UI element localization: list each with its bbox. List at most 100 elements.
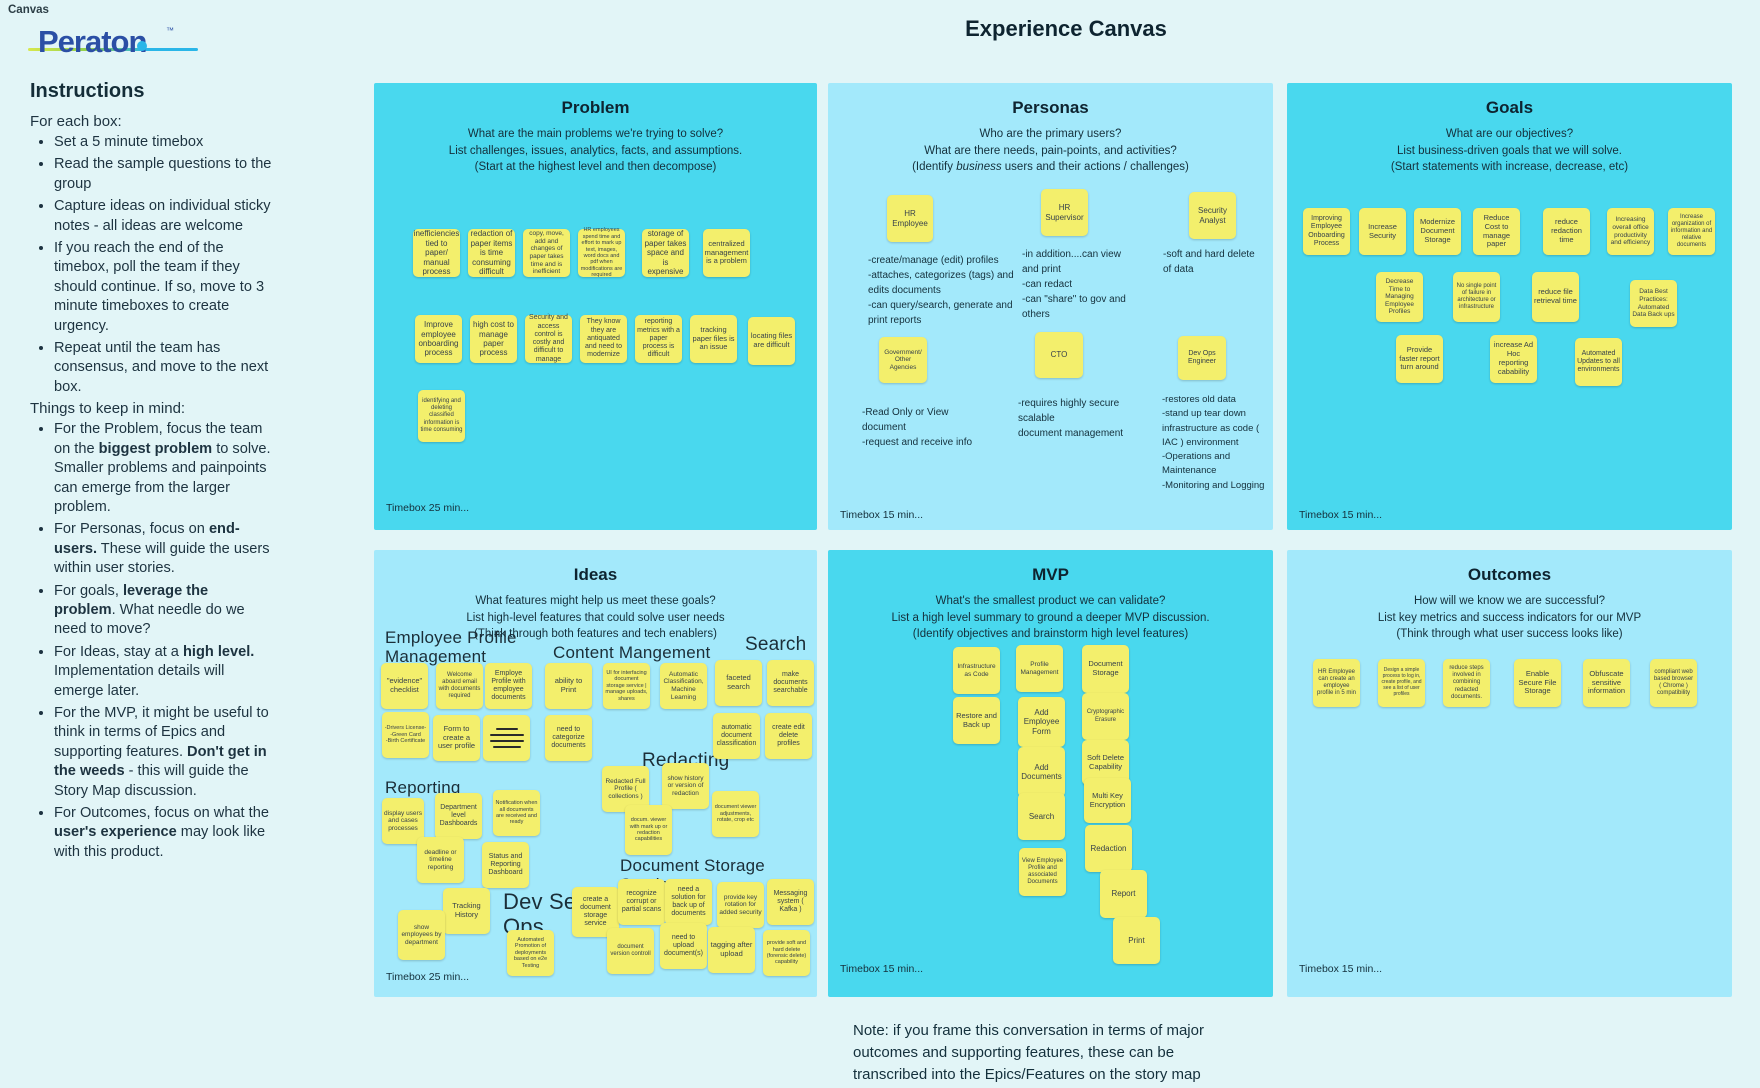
sticky-note[interactable]: Add Documents — [1018, 747, 1065, 797]
sticky-note[interactable]: high cost to manage paper process — [470, 315, 517, 363]
sticky-note[interactable]: UI for interfacing document storage serv… — [603, 663, 650, 709]
sticky-note[interactable]: display users and cases processes — [382, 798, 424, 844]
sticky-note[interactable]: Search — [1018, 793, 1065, 840]
sticky-note[interactable]: Soft Delete Capability — [1082, 740, 1129, 785]
sticky-note[interactable]: reporting metrics with a paper process i… — [635, 315, 682, 363]
sticky-note[interactable]: Reduce Cost to manage paper — [1473, 208, 1520, 255]
sticky-note[interactable]: faceted search — [715, 660, 762, 706]
sticky-note[interactable]: Decrease Time to Managing Employee Profi… — [1376, 272, 1423, 322]
sticky-note[interactable]: tracking paper files is an issue — [690, 315, 737, 363]
section-label[interactable]: Content Mangement — [553, 643, 711, 662]
section-label[interactable]: Search — [745, 634, 807, 655]
persona-notes[interactable]: -requires highly secure scalable documen… — [1018, 398, 1124, 439]
sticky-note[interactable]: They know they are antiquated and need t… — [580, 315, 627, 363]
sticky-note[interactable]: View Employee Profile and associated Doc… — [1019, 848, 1066, 896]
sticky-note[interactable]: Notification when all documents are rece… — [493, 790, 540, 836]
sticky-note[interactable]: Design a simple process to log in, creat… — [1378, 659, 1425, 707]
sticky-note[interactable]: centralized management is a problem — [703, 229, 750, 277]
sticky-note[interactable]: "evidence" checklist — [381, 663, 428, 709]
sticky-note[interactable]: Report — [1100, 870, 1147, 918]
sticky-note[interactable]: Modernize Document Storage — [1414, 208, 1461, 255]
sticky-note[interactable]: identifying and deleting classified info… — [418, 390, 465, 442]
sticky-note[interactable]: Obfuscate sensitive information — [1583, 659, 1630, 707]
sticky-note[interactable]: recognize corrupt or partial scans — [618, 879, 665, 925]
sticky-note[interactable]: need a solution for back up of documents — [665, 879, 712, 925]
sticky-note[interactable]: locating files are difficult — [748, 317, 795, 365]
sticky-note[interactable]: Automated Updates to all environments — [1575, 338, 1622, 386]
sticky-note[interactable]: show employees by department — [398, 910, 445, 960]
sticky-note[interactable]: Messaging system ( Kafka ) — [767, 879, 814, 925]
sticky-note[interactable]: make documents searchable — [767, 660, 814, 706]
sticky-note[interactable]: Government/ Other Agencies — [879, 337, 927, 383]
lines-sketch-sticky[interactable] — [483, 715, 530, 761]
sticky-note[interactable]: inefficiencies tied to paper/ manual pro… — [413, 229, 460, 277]
sticky-note[interactable]: Welcome aboard email with documents requ… — [436, 663, 483, 709]
persona-notes[interactable]: -Read Only or View document -request and… — [862, 407, 973, 448]
sticky-note[interactable]: need to categorize documents — [545, 715, 592, 761]
sticky-note[interactable]: Data Best Practices: Automated Data Back… — [1630, 280, 1677, 327]
sticky-note[interactable]: Improve employee onboarding process — [415, 315, 462, 363]
sticky-note[interactable]: Restore and Back up — [953, 697, 1000, 744]
sticky-note[interactable]: deadline or timeline reporting — [417, 837, 464, 883]
sticky-note[interactable]: Cryptographic Erasure — [1082, 693, 1129, 740]
sticky-note[interactable]: Redacted Full Profile ( collections ) — [602, 766, 649, 812]
sticky-note[interactable]: Enable Secure File Storage — [1514, 659, 1561, 707]
sticky-note[interactable]: redaction of paper items is time consumi… — [468, 229, 515, 277]
sticky-note[interactable]: Status and Reporting Dashboard — [482, 842, 529, 888]
sticky-note[interactable]: increase Ad Hoc reporting cabability — [1490, 335, 1537, 383]
sticky-note[interactable]: Add Employee Form — [1018, 697, 1065, 747]
sticky-note[interactable]: copy, move, add and changes of paper tak… — [523, 229, 570, 277]
sticky-note[interactable]: HR Employee — [887, 195, 933, 242]
sticky-note[interactable]: Document Storage — [1082, 645, 1129, 693]
sticky-note[interactable]: Print — [1113, 917, 1160, 964]
sticky-note[interactable]: show history or version of redaction — [662, 763, 709, 809]
sticky-note[interactable]: Profile Management — [1016, 645, 1063, 692]
sticky-note[interactable]: Increase Security — [1359, 208, 1406, 255]
sticky-note[interactable]: Automated Promotion of deployments based… — [507, 930, 554, 976]
sticky-note[interactable]: document version controll — [607, 928, 654, 974]
persona-notes[interactable]: -soft and hard delete of data — [1163, 249, 1255, 275]
section-label[interactable]: Dev Sec Ops — [503, 889, 588, 939]
sticky-note[interactable]: -Drivers License- -Green Card -Birth Cer… — [382, 712, 429, 758]
sticky-note[interactable]: reduce file retrieval time — [1532, 272, 1579, 322]
sticky-note[interactable]: Security and access control is costly an… — [525, 314, 572, 363]
sticky-note[interactable]: Increasing overall office productivity a… — [1607, 208, 1654, 255]
sticky-note[interactable]: automatic document classification — [713, 713, 760, 759]
sticky-note[interactable]: HR employees spend time and effort to ma… — [578, 227, 625, 278]
section-label[interactable]: Employee Profile Management — [385, 628, 517, 667]
subtitle-text: (Identify — [912, 161, 957, 174]
sticky-note[interactable]: provide soft and hard delete (forensic d… — [763, 930, 810, 976]
sticky-note[interactable]: Redaction — [1085, 825, 1132, 872]
sticky-note[interactable]: Multi Key Encryption — [1084, 778, 1131, 823]
sticky-note[interactable]: Dev Ops Engineer — [1178, 336, 1226, 380]
sticky-note[interactable]: reduce redaction time — [1543, 208, 1590, 255]
sticky-note[interactable]: create edit delete profiles — [765, 713, 812, 759]
sticky-note[interactable]: Improving Employee Onboarding Process — [1303, 208, 1350, 255]
sticky-note[interactable]: compliant web based browser ( Chrome ) c… — [1650, 659, 1697, 707]
sticky-note[interactable]: docum. viewer with mark up or redaction … — [625, 805, 672, 855]
sticky-note[interactable]: Tracking History — [443, 888, 490, 934]
sticky-note[interactable]: No single point of failure in architectu… — [1453, 272, 1500, 322]
sticky-note[interactable]: storage of paper takes space and is expe… — [642, 229, 689, 277]
sticky-note[interactable]: Infrastructure as Code — [953, 647, 1000, 694]
section-label[interactable]: Reporting — [385, 778, 461, 797]
sticky-note[interactable]: CTO — [1035, 332, 1083, 378]
sticky-note[interactable]: Employe Profile with employee documents — [485, 663, 532, 709]
sticky-note[interactable]: reduce steps involved in combining redac… — [1443, 659, 1490, 707]
sticky-note[interactable]: HR Supervisor — [1041, 189, 1088, 236]
sticky-note[interactable]: Increase organization of information and… — [1668, 208, 1715, 255]
persona-notes[interactable]: -create/manage (edit) profiles -attaches… — [868, 255, 1014, 326]
sticky-note[interactable]: document viewer adjustments, rotate, cro… — [712, 791, 759, 837]
sticky-note[interactable]: Form to create a user profile — [433, 715, 480, 761]
sticky-note[interactable]: need to upload document(s) — [660, 923, 707, 969]
sticky-note[interactable]: provide key rotation for added security — [717, 882, 764, 928]
sticky-note[interactable]: tagging after upload — [708, 927, 755, 973]
sticky-note[interactable]: HR Employee can create an employee profi… — [1313, 659, 1360, 707]
persona-notes[interactable]: -in addition....can view and print -can … — [1022, 249, 1126, 320]
sticky-note[interactable]: ability to Print — [545, 663, 592, 709]
persona-notes[interactable]: -restores old data -stand up tear down i… — [1162, 394, 1265, 491]
sticky-note[interactable]: Security Analyst — [1189, 192, 1236, 239]
sticky-note[interactable]: Department level Dashboards — [435, 793, 482, 839]
sticky-note[interactable]: Provide faster report turn around — [1396, 335, 1443, 383]
sticky-note[interactable]: Automatic Classification, Machine Learni… — [660, 663, 707, 709]
